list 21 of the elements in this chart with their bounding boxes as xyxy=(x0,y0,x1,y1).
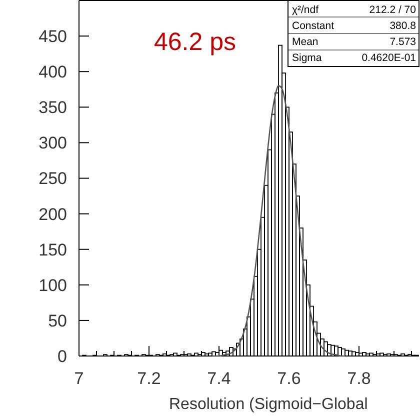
x-tick-label: 7 xyxy=(74,369,84,388)
y-tick-label: 450 xyxy=(38,27,67,46)
x-tick-label: 7.8 xyxy=(347,369,371,388)
y-tick-label: 250 xyxy=(38,169,67,188)
x-tick-label: 7.2 xyxy=(137,369,161,388)
annotation: 46.2 ps xyxy=(154,28,236,56)
y-tick-label: 150 xyxy=(38,240,67,260)
y-tick-label: 350 xyxy=(38,98,67,118)
y-tick-label: 300 xyxy=(38,134,67,153)
x-axis-title: Resolution (Sigmoid−Global xyxy=(169,396,368,413)
text: χ²/ndf 212.2 / 70 xyxy=(292,4,416,16)
y-tick-label: 100 xyxy=(38,276,67,295)
text: Constant 380.8 xyxy=(292,20,416,32)
text: Sigma 0.4620E-01 xyxy=(292,52,416,64)
text: Mean 7.573 xyxy=(292,36,416,48)
y-tick-label: 400 xyxy=(38,62,67,82)
y-tick-label: 200 xyxy=(38,204,67,224)
x-tick-label: 7.6 xyxy=(277,369,301,388)
y-tick-label: 50 xyxy=(48,311,67,330)
y-tick-label: 0 xyxy=(58,346,67,366)
x-tick-label: 7.4 xyxy=(207,369,231,388)
